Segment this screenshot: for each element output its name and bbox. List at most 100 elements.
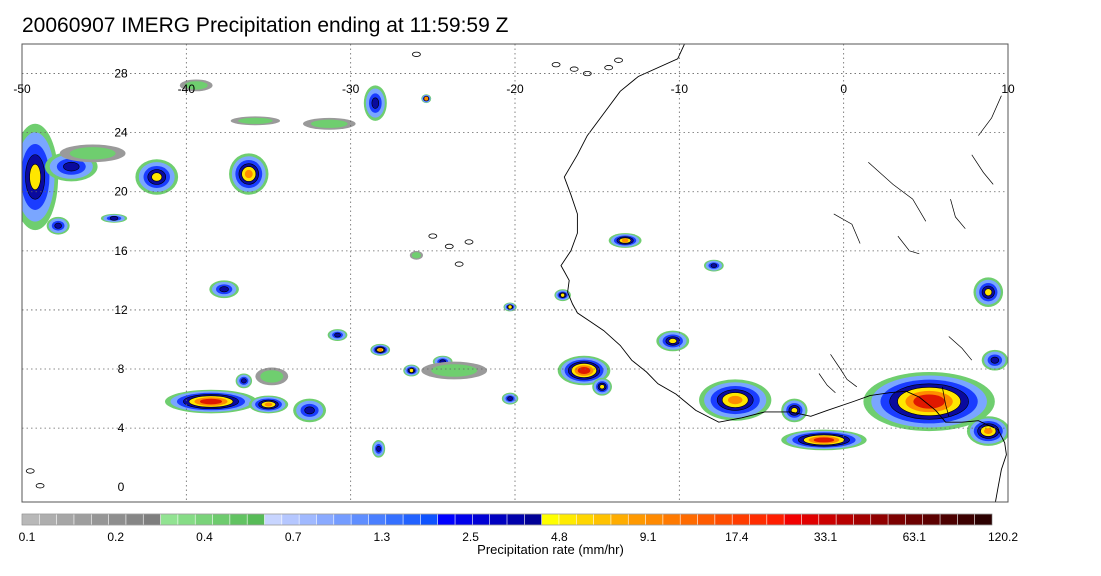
precip-contour (219, 286, 229, 293)
colorbar-swatch (264, 513, 283, 526)
storm-cell (22, 123, 59, 231)
precip-contour (710, 263, 718, 268)
lat-tick-label: 28 (114, 67, 128, 81)
colorbar-swatch (368, 513, 387, 526)
colorbar-swatch (801, 513, 820, 526)
precip-contour (244, 169, 253, 179)
lat-tick-label: 12 (114, 303, 128, 317)
colorbar-swatch (350, 513, 370, 526)
precip-contour (304, 406, 315, 415)
storm-cell (100, 213, 128, 223)
colorbar-swatch (662, 513, 681, 526)
colorbar-swatch (454, 513, 473, 526)
lat-tick-label: 20 (114, 185, 128, 199)
colorbar-swatch (194, 513, 214, 526)
colorbar-swatch (333, 513, 352, 526)
colorbar-swatch (558, 513, 577, 526)
precip-contour (507, 304, 513, 310)
lat-tick-label: 4 (118, 421, 125, 435)
colorbar-swatch (818, 513, 837, 526)
precip-contour (990, 356, 1000, 364)
colorbar-swatch (489, 513, 508, 526)
island-outline (551, 62, 561, 68)
storm-cell (703, 259, 724, 272)
river-outline (833, 213, 861, 244)
precip-contour (69, 147, 116, 160)
colorbar: 0.1 0.2 0.4 0.7 1.3 2.5 4.8 9.1 17.4 33.1 63.1 120.… (19, 513, 1018, 544)
colorbar-swatch (766, 513, 785, 526)
colorbar-swatch (749, 513, 768, 526)
precip-contour (54, 222, 62, 229)
colorbar-swatch (939, 513, 958, 526)
colorbar-swatch (783, 513, 803, 526)
colorbar-swatch (731, 513, 751, 526)
precip-contour (184, 81, 208, 90)
colorbar-swatch (957, 513, 976, 526)
colorbar-frame (21, 513, 993, 526)
colorbar-swatch (853, 513, 872, 526)
lat-tick-label: 8 (118, 362, 125, 376)
colorbar-tick-label: 0.2 (107, 530, 124, 544)
lat-tick-label: 0 (118, 480, 125, 494)
map-frame (21, 43, 1009, 503)
lon-tick-label: -10 (671, 82, 689, 96)
colorbar-swatch (229, 513, 248, 526)
colorbar-swatch (575, 513, 595, 526)
colorbar-swatch (90, 513, 110, 526)
storm-cell (656, 330, 690, 352)
colorbar-swatch (506, 513, 525, 526)
colorbar-tick-label: 0.1 (19, 530, 36, 544)
storm-cell (209, 280, 239, 299)
colorbar-tick-label: 63.1 (903, 530, 927, 544)
island-outline (569, 66, 579, 72)
precip-contour (264, 402, 273, 407)
storm-cell (229, 153, 269, 195)
colorbar-swatch (281, 513, 300, 526)
colorbar-swatch (627, 513, 647, 526)
colorbar-tick-label: 33.1 (814, 530, 838, 544)
storm-cell (699, 379, 772, 421)
colorbar-swatch (887, 513, 906, 526)
precip-contour (599, 384, 605, 390)
storm-cell (554, 289, 571, 302)
precip-contour (63, 161, 80, 172)
colorbar-swatch (472, 513, 491, 526)
storm-cell (135, 159, 179, 195)
island-outline (614, 57, 623, 63)
map-title: 20060907 IMERG Precipitation ending at 1… (22, 14, 509, 37)
precip-contour (727, 395, 743, 405)
colorbar-tick-label: 0.7 (285, 530, 302, 544)
colorbar-swatch (541, 513, 560, 526)
island-outline (428, 233, 438, 239)
axis-ticks: -50 -40 -30 -20 -10 0 10 0 4 8 12 16 20 24 28 (13, 67, 1015, 495)
colorbar-swatch (835, 513, 855, 526)
island-outline (582, 70, 592, 77)
storm-cell (557, 355, 611, 386)
precip-contour (621, 238, 629, 243)
precip-contour (151, 172, 163, 182)
colorbar-tick-label: 120.2 (988, 530, 1018, 544)
island-outline (604, 65, 614, 71)
storm-cell (981, 349, 1008, 371)
precip-contour (29, 163, 41, 191)
precip-contour (238, 117, 273, 124)
colorbar-swatch (524, 513, 543, 526)
storm-cell (327, 329, 348, 341)
island-outline (464, 239, 474, 245)
lon-tick-label: -50 (13, 82, 31, 96)
precip-contour (411, 252, 422, 259)
precip-contour (913, 394, 945, 409)
storm-cell (503, 302, 517, 312)
precip-contour (577, 366, 591, 375)
precip-contour (424, 96, 429, 101)
colorbar-swatch (160, 513, 179, 526)
colorbar-swatch (905, 513, 924, 526)
storm-cell (421, 361, 488, 380)
storm-cell (363, 85, 387, 121)
island-outline (454, 261, 464, 267)
storm-cell (46, 216, 70, 235)
colorbar-swatch (645, 513, 664, 526)
